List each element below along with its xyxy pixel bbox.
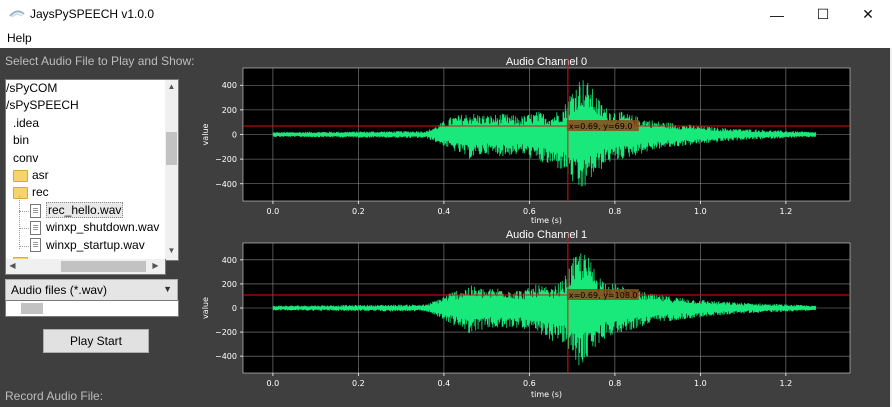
tree-horizontal-scroll-thumb[interactable]: [61, 261, 146, 272]
tree-item[interactable]: /sPyCOM: [6, 80, 57, 97]
x-tick-label: 0.2: [352, 379, 365, 388]
tree-item-label: winxp_startup.wav: [46, 237, 145, 252]
tree-file-item[interactable]: winxp_startup.wav: [30, 237, 145, 254]
y-axis-label: value: [201, 297, 210, 319]
tree-guide-line: [19, 228, 29, 230]
x-tick-label: 1.0: [694, 207, 707, 216]
tree-folder-item[interactable]: asr: [13, 167, 49, 184]
tree-item-label: conv: [13, 150, 39, 165]
file-type-scrollbar[interactable]: [5, 300, 179, 317]
chart-title: Audio Channel 0: [506, 56, 587, 68]
tree-item-label: rec: [32, 185, 49, 200]
tree-item-label: bin: [13, 133, 30, 148]
y-tick-label: 200: [222, 280, 237, 289]
x-tick-label: 0.8: [609, 379, 622, 388]
x-tick-label: 0.4: [438, 207, 451, 216]
y-tick-label: 0: [232, 304, 237, 313]
tree-guide-line: [19, 245, 29, 247]
window-edge: [890, 48, 892, 407]
menu-help[interactable]: Help: [7, 31, 32, 45]
x-axis-label: time (s): [531, 216, 562, 225]
cursor-label-box: [566, 120, 639, 132]
tree-item-label: /sPyCOM: [6, 81, 58, 95]
tree-vertical-scroll-thumb[interactable]: [166, 132, 177, 165]
select-audio-label: Select Audio File to Play and Show:: [5, 54, 195, 68]
maximize-button[interactable]: ☐: [800, 0, 846, 29]
x-tick-label: 0.4: [438, 379, 451, 388]
waveform-line: [272, 253, 817, 366]
x-tick-label: 0.8: [609, 207, 622, 216]
x-tick-label: 1.2: [780, 207, 793, 216]
chevron-down-icon: ▼: [163, 284, 172, 294]
y-tick-label: −400: [215, 180, 237, 189]
scroll-right-icon[interactable]: ▶: [152, 261, 159, 270]
file-icon: [30, 238, 41, 253]
tree-item-label: ..: [32, 255, 39, 260]
tree-horizontal-scrollbar[interactable]: ◀ ▶: [5, 259, 166, 275]
folder-icon: [13, 256, 28, 260]
window-title: JaysPySPEECH v1.0.0: [30, 7, 155, 21]
file-type-value: Audio files (*.wav): [11, 283, 108, 297]
y-axis-label: value: [201, 124, 210, 146]
scroll-up-icon[interactable]: ▲: [167, 82, 176, 91]
x-tick-label: 0.2: [352, 207, 365, 216]
tree-vertical-scrollbar[interactable]: ▲ ▼: [165, 80, 178, 260]
x-tick-label: 0.0: [267, 207, 280, 216]
x-tick-label: 0.0: [267, 379, 280, 388]
folder-icon: [13, 187, 28, 200]
cursor-label-box: [566, 289, 639, 300]
x-tick-label: 0.6: [523, 379, 536, 388]
minimize-button[interactable]: —: [754, 0, 800, 29]
play-start-button[interactable]: Play Start: [43, 329, 149, 353]
title-bar: JaysPySPEECH v1.0.0 — ☐ ✕: [0, 0, 892, 29]
tree-item[interactable]: .idea: [13, 115, 39, 132]
y-tick-label: −200: [215, 328, 237, 337]
scroll-down-icon[interactable]: ▼: [167, 246, 176, 255]
tree-item[interactable]: conv: [13, 150, 38, 167]
tree-guide-line: [19, 210, 29, 212]
tree-item[interactable]: /sPySPEECH: [6, 97, 79, 114]
x-tick-label: 0.6: [523, 207, 536, 216]
tree-item[interactable]: bin: [13, 132, 29, 149]
tree-guide-line: [19, 196, 20, 249]
y-tick-label: 0: [232, 131, 237, 140]
x-axis-label: time (s): [531, 390, 562, 399]
close-button[interactable]: ✕: [845, 0, 891, 29]
tree-item-label: asr: [32, 168, 49, 182]
folder-icon: [13, 169, 28, 182]
maximize-icon: ☐: [816, 6, 830, 22]
speech-bubble-icon: [9, 10, 25, 18]
tree-folder-item[interactable]: rec: [13, 184, 49, 201]
tree-item-label: winxp_shutdown.wav: [46, 220, 160, 235]
y-tick-label: −400: [215, 352, 237, 361]
y-tick-label: 400: [222, 81, 237, 90]
tree-item-label: .idea: [13, 115, 40, 130]
tree-item-label: rec_hello.wav: [46, 201, 124, 218]
file-icon: [30, 221, 41, 236]
y-tick-label: 400: [222, 256, 237, 265]
tree-item-label: /sPySPEECH: [6, 98, 79, 113]
cursor-label: x=0.69, y=69.0: [569, 122, 633, 131]
tree-file-item[interactable]: winxp_shutdown.wav: [30, 219, 159, 236]
y-tick-label: 200: [222, 106, 237, 115]
close-icon: ✕: [862, 6, 874, 22]
tree-folder-item[interactable]: ..: [13, 254, 39, 260]
chart-title: Audio Channel 1: [506, 229, 587, 241]
minimize-icon: —: [770, 6, 784, 23]
record-audio-label: Record Audio File:: [5, 389, 104, 403]
file-icon: [30, 203, 41, 218]
scroll-left-icon[interactable]: ◀: [9, 261, 16, 270]
x-tick-label: 1.2: [780, 379, 793, 388]
tree-file-item[interactable]: rec_hello.wav: [30, 201, 124, 219]
x-tick-label: 1.0: [694, 379, 707, 388]
y-tick-label: −200: [215, 155, 237, 164]
cursor-label: x=0.69, y=108.0: [569, 291, 638, 300]
file-type-scroll-thumb[interactable]: [21, 303, 43, 314]
waveform-line: [272, 80, 817, 187]
